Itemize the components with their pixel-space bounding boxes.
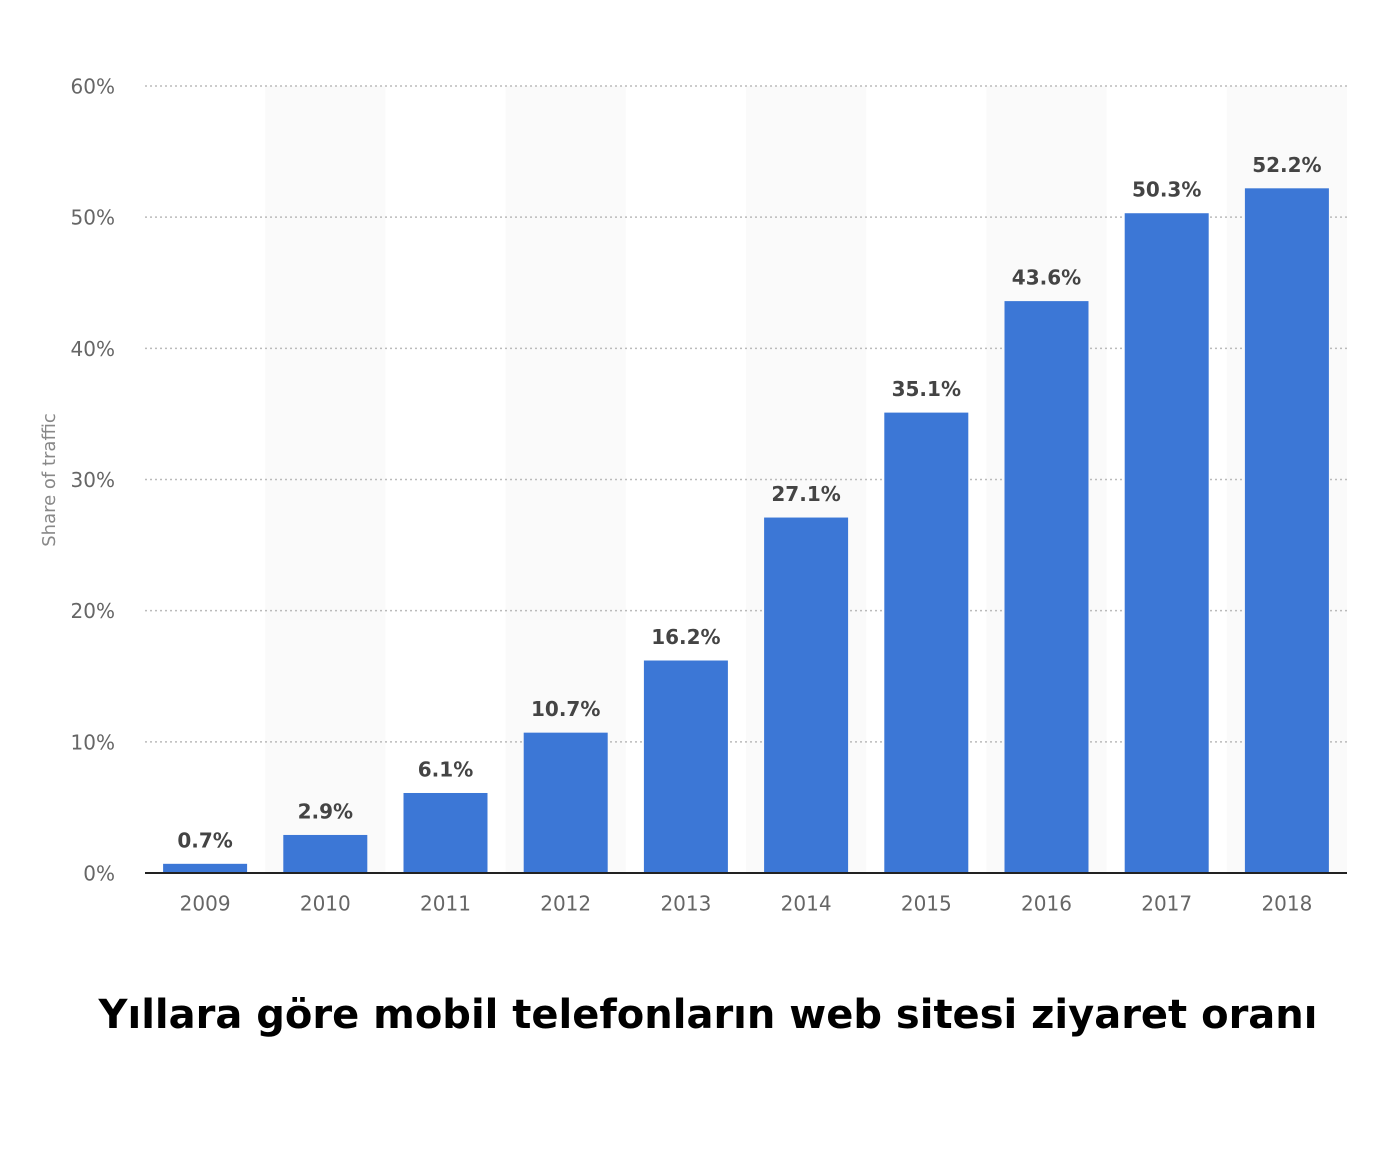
y-tick-label: 40%	[71, 337, 115, 361]
bar	[403, 792, 488, 873]
bar	[643, 660, 728, 873]
bar	[884, 412, 969, 873]
bar	[523, 732, 608, 873]
bar	[764, 517, 849, 873]
x-tick-label: 2009	[180, 892, 231, 916]
x-tick-label: 2011	[420, 892, 471, 916]
x-tick-label: 2010	[300, 892, 351, 916]
bar	[163, 863, 248, 873]
value-label: 0.7%	[177, 828, 232, 852]
y-tick-label: 30%	[71, 468, 115, 492]
value-label: 10.7%	[531, 697, 600, 721]
y-tick-label: 10%	[71, 730, 115, 754]
chart-title: Yıllara göre mobil telefonların web site…	[98, 992, 1318, 1038]
x-tick-label: 2018	[1261, 892, 1312, 916]
value-label: 2.9%	[298, 799, 353, 823]
y-tick-label: 50%	[71, 206, 115, 230]
value-label: 50.3%	[1132, 178, 1201, 202]
bar	[1004, 301, 1089, 873]
x-tick-label: 2012	[540, 892, 591, 916]
y-tick-label: 60%	[71, 75, 115, 99]
value-label: 35.1%	[892, 377, 961, 401]
bar	[1244, 188, 1329, 873]
value-label: 43.6%	[1012, 266, 1081, 290]
value-label: 16.2%	[651, 625, 720, 649]
x-tick-label: 2014	[781, 892, 832, 916]
value-label: 52.2%	[1252, 153, 1321, 177]
bar	[283, 834, 368, 873]
x-tick-label: 2015	[901, 892, 952, 916]
x-tick-label: 2016	[1021, 892, 1072, 916]
value-label: 6.1%	[418, 757, 473, 781]
y-tick-label: 0%	[83, 862, 115, 886]
value-label: 27.1%	[771, 482, 840, 506]
x-tick-label: 2013	[660, 892, 711, 916]
y-axis-label: Share of traffic	[39, 413, 60, 547]
bar	[1124, 213, 1209, 873]
y-tick-label: 20%	[71, 599, 115, 623]
x-tick-label: 2017	[1141, 892, 1192, 916]
